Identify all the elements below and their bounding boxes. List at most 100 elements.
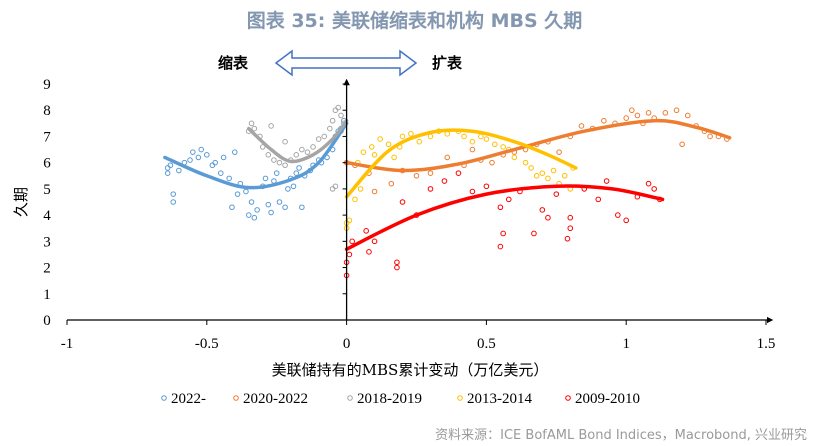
data-point xyxy=(483,136,490,142)
data-point xyxy=(469,188,476,195)
legend-item: 2022- xyxy=(161,391,206,407)
data-point xyxy=(259,144,266,150)
data-point xyxy=(497,204,504,211)
data-point xyxy=(528,165,534,171)
data-point xyxy=(578,123,585,129)
trend-line xyxy=(246,118,349,164)
data-point xyxy=(268,209,274,216)
data-point xyxy=(346,251,353,258)
data-point xyxy=(265,152,272,158)
data-point xyxy=(469,138,476,145)
data-point xyxy=(170,191,177,197)
data-point xyxy=(391,154,397,161)
data-point xyxy=(662,110,669,116)
data-point xyxy=(673,107,680,114)
data-point xyxy=(601,117,607,124)
data-point xyxy=(567,225,574,232)
data-point xyxy=(321,133,328,140)
data-point xyxy=(209,162,216,169)
y-tick-label: 8 xyxy=(43,103,51,119)
data-point xyxy=(394,264,400,271)
data-point xyxy=(645,110,652,116)
data-point xyxy=(285,186,291,192)
data-point xyxy=(427,170,434,176)
data-point xyxy=(265,201,272,208)
source-note: 资料来源：ICE BofAML Bond Indices，Macrobond, … xyxy=(435,428,807,443)
data-point xyxy=(623,217,630,224)
data-point xyxy=(371,188,378,195)
data-point xyxy=(628,107,635,114)
data-point xyxy=(198,146,205,153)
data-point xyxy=(248,120,255,127)
data-point xyxy=(282,138,288,145)
data-point xyxy=(293,152,300,158)
data-point xyxy=(455,170,462,176)
y-tick-label: 3 xyxy=(43,234,51,250)
y-tick-label: 2 xyxy=(43,261,51,277)
data-point xyxy=(550,167,557,174)
data-point xyxy=(511,154,518,161)
data-point xyxy=(282,204,288,211)
data-point xyxy=(315,136,322,142)
data-point xyxy=(229,204,235,211)
data-point xyxy=(595,196,602,203)
data-point xyxy=(483,183,490,190)
data-point xyxy=(217,170,224,176)
y-tick-label: 0 xyxy=(43,313,51,329)
x-tick-label: 0 xyxy=(343,336,351,352)
data-point xyxy=(679,141,685,148)
data-point xyxy=(164,165,171,171)
data-point xyxy=(444,154,451,161)
data-point xyxy=(545,175,551,182)
legend-item: 2009-2010 xyxy=(565,391,640,407)
data-point xyxy=(338,112,344,119)
data-point xyxy=(329,117,336,124)
data-point xyxy=(556,149,562,155)
legend-label: 2018-2019 xyxy=(357,391,422,407)
data-point xyxy=(245,212,252,218)
legend-label: 2020-2022 xyxy=(243,391,308,407)
data-point xyxy=(388,180,395,187)
data-point xyxy=(335,104,342,111)
data-point xyxy=(310,144,316,150)
data-point xyxy=(441,178,448,184)
x-tick-label: -0.5 xyxy=(195,336,219,352)
data-point xyxy=(254,207,260,213)
data-point xyxy=(204,152,210,158)
data-point xyxy=(231,149,238,155)
y-tick-label: 5 xyxy=(43,182,51,198)
data-point xyxy=(444,131,451,137)
data-point xyxy=(304,149,311,155)
annotation-shrink: 缩表 xyxy=(218,54,249,72)
data-point xyxy=(226,175,232,182)
data-point xyxy=(349,238,355,245)
trend-line xyxy=(344,184,665,251)
trend-line xyxy=(344,118,732,173)
data-point xyxy=(399,199,406,205)
y-tick-label: 9 xyxy=(43,77,51,93)
x-tick-label: 1 xyxy=(622,336,630,352)
data-point xyxy=(634,112,641,119)
data-point xyxy=(567,214,574,221)
double-arrow-icon xyxy=(274,49,418,77)
data-point xyxy=(651,186,657,192)
y-axis-label: 久期 xyxy=(12,187,30,217)
data-point xyxy=(522,159,529,166)
data-point xyxy=(290,183,297,190)
data-point xyxy=(167,162,174,169)
data-point xyxy=(505,196,512,203)
data-point xyxy=(623,115,630,121)
data-point xyxy=(564,235,571,242)
data-point xyxy=(268,123,274,129)
y-tick-label: 4 xyxy=(43,208,51,224)
legend-label: 2009-2010 xyxy=(575,391,640,407)
data-point xyxy=(176,167,182,174)
legend-item: 2018-2019 xyxy=(347,391,422,407)
data-point xyxy=(469,146,476,153)
data-point xyxy=(360,149,367,155)
data-point xyxy=(352,196,358,203)
x-tick-label: -1 xyxy=(61,336,74,352)
data-point xyxy=(408,131,414,137)
data-point xyxy=(220,154,227,161)
data-point xyxy=(251,214,258,221)
